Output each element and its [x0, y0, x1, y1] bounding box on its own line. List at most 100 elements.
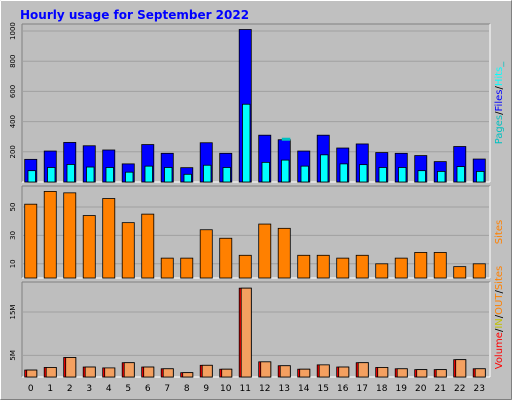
- x-tick-label: 15: [318, 384, 329, 394]
- x-tick-label: 23: [474, 384, 485, 394]
- volume-face: [377, 367, 389, 378]
- x-tick-label: 3: [86, 384, 92, 394]
- sites-bar: [121, 222, 135, 279]
- sites-bar: [180, 257, 194, 279]
- legend-entry: Pages: [494, 115, 505, 144]
- volume-face: [123, 362, 135, 378]
- sites-bar: [375, 263, 389, 279]
- x-tick-label: 22: [454, 384, 465, 394]
- legend-entry: Hits: [494, 67, 505, 86]
- panel-bottom: 5M 15M: [9, 281, 491, 378]
- x-tick-label: 8: [184, 384, 190, 394]
- x-tick-label: 10: [220, 384, 232, 394]
- volume-face: [455, 359, 467, 378]
- chart-title: Hourly usage for September 2022: [20, 8, 249, 22]
- sites-bar: [414, 252, 428, 279]
- x-tick-label: 2: [67, 384, 73, 394]
- pages-bar: [281, 137, 291, 141]
- legend-entry: Volume: [494, 332, 505, 369]
- sites-bar: [472, 263, 486, 279]
- files-bar: [105, 167, 114, 183]
- volume-face: [26, 369, 38, 378]
- x-tick-label: 14: [298, 384, 310, 394]
- files-bar: [417, 170, 426, 183]
- panel-middle: 10 30 50: [9, 185, 491, 279]
- x-tick-label: 13: [279, 384, 290, 394]
- sites-bar: [102, 198, 116, 279]
- volume-face: [162, 368, 174, 378]
- x-tick-label: 7: [164, 384, 170, 394]
- volume-face: [143, 366, 155, 378]
- volume-face: [260, 361, 272, 378]
- panel-top: 200 400 600 800 1000: [9, 22, 491, 183]
- legend-entry: Files: [494, 90, 505, 112]
- y-tick-label: 30: [9, 231, 17, 240]
- x-tick-label: 9: [203, 384, 209, 394]
- sites-bar: [160, 257, 174, 279]
- files-bar: [456, 166, 465, 183]
- files-bar: [300, 165, 309, 183]
- sites-bar: [24, 203, 38, 279]
- files-bar: [27, 170, 36, 183]
- volume-face: [474, 368, 486, 378]
- x-tick-label: 19: [396, 384, 408, 394]
- y-tick-label: 200: [9, 145, 17, 158]
- volume-face: [84, 366, 96, 378]
- x-tick-label: 0: [28, 384, 34, 394]
- x-tick-label: 11: [240, 384, 251, 394]
- sites-bar: [453, 266, 467, 279]
- volume-face: [65, 357, 77, 378]
- sites-bar: [199, 229, 213, 279]
- files-bar: [320, 154, 329, 183]
- legend-entry: /: [494, 328, 505, 332]
- legend-entry: /: [494, 86, 505, 90]
- y-tick-label: 1000: [9, 22, 17, 40]
- volume-face: [221, 368, 233, 378]
- sites-bar: [433, 252, 447, 279]
- x-tick-label: 4: [106, 384, 112, 394]
- volume-face: [299, 368, 311, 378]
- sites-bar: [355, 254, 369, 279]
- volume-face: [435, 369, 447, 378]
- files-bar: [144, 165, 153, 183]
- volume-face: [45, 367, 57, 378]
- sites-bar: [141, 213, 155, 279]
- volume-face: [318, 364, 330, 378]
- y-tick-label: 600: [9, 85, 17, 98]
- volume-face: [416, 369, 428, 378]
- legend-entry: /: [494, 314, 505, 318]
- x-tick-label: 16: [337, 384, 349, 394]
- files-bar: [86, 166, 95, 183]
- x-tick-label: 1: [47, 384, 53, 394]
- y-tick-label: 10: [9, 259, 17, 268]
- volume-face: [396, 368, 408, 378]
- sites-bar: [43, 191, 57, 279]
- volume-face: [338, 366, 350, 378]
- sites-bar: [316, 254, 330, 279]
- files-bar: [203, 164, 212, 183]
- legend-middle: Sites: [494, 220, 505, 244]
- y-tick-label: 400: [9, 115, 17, 128]
- volume-face: [240, 287, 252, 378]
- sites-bar: [297, 254, 311, 279]
- y-tick-label: 800: [9, 55, 17, 68]
- x-tick-label: 18: [376, 384, 388, 394]
- volume-face: [201, 364, 213, 378]
- files-bar: [222, 167, 231, 183]
- legend-entry: /: [494, 290, 505, 294]
- files-bar: [47, 167, 56, 183]
- volume-face: [357, 362, 369, 378]
- volume-face: [279, 365, 291, 378]
- legend-entry: Sites: [494, 266, 505, 290]
- files-bar: [125, 171, 134, 183]
- y-tick-label: 5M: [9, 350, 17, 361]
- y-tick-label: 50: [9, 203, 17, 212]
- sites-bar: [238, 254, 252, 279]
- sites-bar: [277, 227, 291, 279]
- files-bar: [66, 164, 75, 183]
- x-tick-label: 21: [435, 384, 446, 394]
- legend-entry: IN: [494, 318, 505, 328]
- files-bar: [339, 163, 348, 183]
- legend-top: Pages/Files/Hits_: [494, 61, 505, 145]
- volume-face: [182, 372, 194, 378]
